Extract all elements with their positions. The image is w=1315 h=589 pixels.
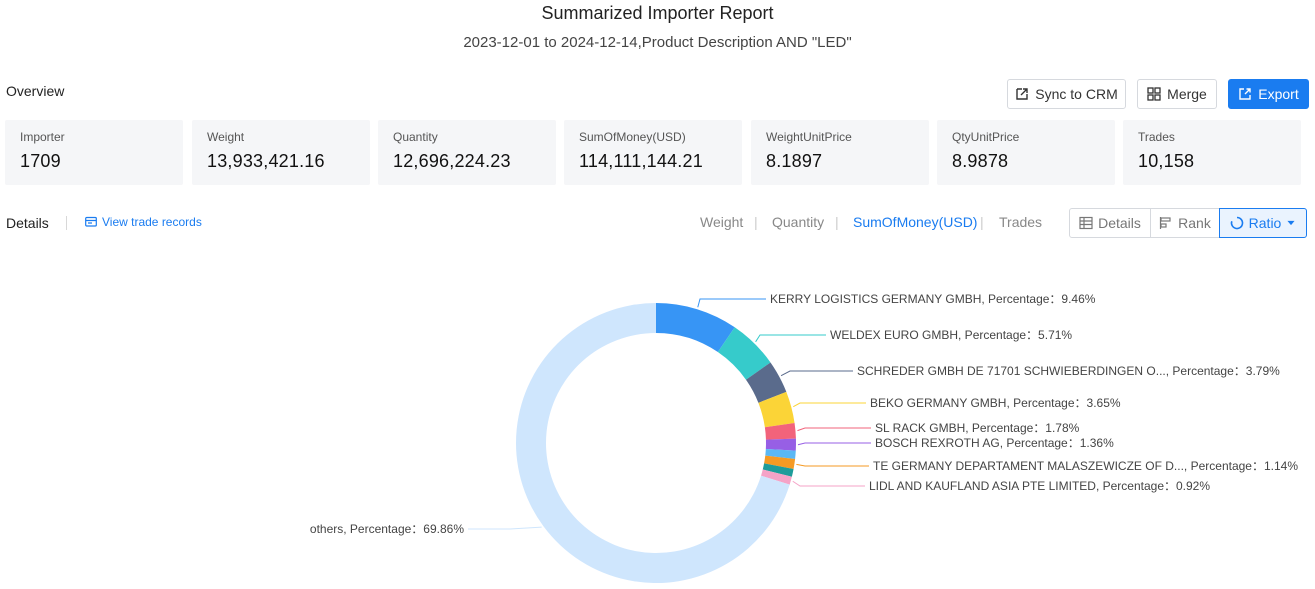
- ratio-view-label: Ratio: [1248, 215, 1282, 231]
- slice-label: KERRY LOGISTICS GERMANY GMBH, Percentage…: [770, 292, 1096, 306]
- tab-separator: |: [754, 214, 758, 230]
- overview-heading: Overview: [6, 83, 65, 99]
- donut-icon: [1230, 216, 1243, 230]
- tab-sum-of-money[interactable]: SumOfMoney(USD): [853, 214, 978, 230]
- card-label: QtyUnitPrice: [952, 130, 1020, 144]
- slice-label: BEKO GERMANY GMBH, Percentage：3.65%: [870, 396, 1121, 410]
- rank-icon: [1160, 217, 1171, 229]
- tab-separator: |: [835, 214, 839, 230]
- export-label: Export: [1258, 86, 1299, 102]
- donut-slice[interactable]: [656, 303, 735, 353]
- tab-quantity[interactable]: Quantity: [772, 214, 825, 230]
- rank-view-button[interactable]: Rank: [1150, 208, 1220, 238]
- donut-slice[interactable]: [764, 423, 796, 440]
- card-value: 8.9878: [952, 151, 1009, 171]
- slice-label: others, Percentage：69.86%: [310, 522, 464, 536]
- report-subtitle: 2023-12-01 to 2024-12-14,Product Descrip…: [463, 34, 852, 51]
- card-trades: Trades 10,158: [1123, 120, 1301, 185]
- card-weight-unit-price: WeightUnitPrice 8.1897: [751, 120, 929, 185]
- donut-slice[interactable]: [717, 327, 771, 380]
- card-value: 114,111,144.21: [579, 151, 703, 171]
- card-value: 13,933,421.16: [207, 151, 325, 171]
- card-label: Weight: [207, 130, 245, 144]
- merge-label: Merge: [1167, 86, 1207, 102]
- card-sum-of-money: SumOfMoney(USD) 114,111,144.21: [564, 120, 742, 185]
- table-icon: [1079, 216, 1093, 230]
- ratio-view-button[interactable]: Ratio: [1219, 208, 1307, 238]
- slice-label: BOSCH REXROTH AG, Percentage：1.36%: [875, 436, 1114, 450]
- label-leader-line: [697, 298, 766, 308]
- details-view-button[interactable]: Details: [1069, 208, 1151, 238]
- card-quantity: Quantity 12,696,224.23: [378, 120, 556, 185]
- tab-separator: |: [980, 214, 984, 230]
- donut-slice[interactable]: [745, 362, 787, 403]
- details-heading: Details: [6, 215, 49, 231]
- tab-trades[interactable]: Trades: [999, 214, 1043, 230]
- card-value: 1709: [20, 151, 61, 171]
- card-label: WeightUnitPrice: [766, 130, 852, 144]
- sync-icon: [1016, 88, 1028, 100]
- caret-down-icon: [1287, 220, 1295, 226]
- label-leader-line: [780, 370, 853, 377]
- donut-slice[interactable]: [765, 449, 796, 460]
- label-leader-line: [793, 402, 866, 408]
- report-title: Summarized Importer Report: [541, 3, 774, 23]
- slice-label: WELDEX EURO GMBH, Percentage：5.71%: [830, 328, 1072, 342]
- view-trade-records-link[interactable]: View trade records: [85, 215, 202, 229]
- label-leader-line: [468, 526, 542, 530]
- card-value: 8.1897: [766, 151, 823, 171]
- card-value: 10,158: [1138, 151, 1195, 171]
- label-leader-line: [797, 442, 871, 446]
- label-leader-line: [797, 427, 871, 432]
- card-value: 12,696,224.23: [393, 151, 511, 171]
- card-qty-unit-price: QtyUnitPrice 8.9878: [937, 120, 1115, 185]
- rank-view-label: Rank: [1178, 215, 1211, 231]
- merge-button[interactable]: Merge: [1137, 79, 1217, 109]
- records-icon: [85, 216, 97, 227]
- slice-label: SL RACK GMBH, Percentage：1.78%: [875, 421, 1080, 435]
- divider: [66, 216, 67, 230]
- donut-slice[interactable]: [758, 391, 795, 428]
- card-label: SumOfMoney(USD): [579, 130, 686, 144]
- details-view-label: Details: [1098, 215, 1141, 231]
- export-button[interactable]: Export: [1228, 79, 1309, 109]
- donut-slice[interactable]: [516, 303, 790, 583]
- export-icon: [1239, 88, 1251, 100]
- donut-slice[interactable]: [762, 463, 794, 477]
- card-label: Quantity: [393, 130, 438, 144]
- card-label: Importer: [20, 130, 65, 144]
- label-leader-line: [755, 334, 826, 343]
- label-leader-line: [792, 480, 865, 487]
- label-leader-line: [796, 463, 869, 467]
- donut-slice[interactable]: [761, 469, 792, 485]
- slice-label: SCHREDER GMBH DE 71701 SCHWIEBERDINGEN O…: [857, 364, 1280, 378]
- merge-icon: [1147, 87, 1161, 101]
- card-weight: Weight 13,933,421.16: [192, 120, 370, 185]
- tab-weight[interactable]: Weight: [700, 214, 744, 230]
- view-trade-records-label: View trade records: [102, 215, 202, 229]
- slice-label: TE GERMANY DEPARTAMENT MALASZEWICZE OF D…: [873, 459, 1298, 473]
- sync-label: Sync to CRM: [1035, 86, 1118, 102]
- slice-label: LIDL AND KAUFLAND ASIA PTE LIMITED, Perc…: [869, 479, 1210, 493]
- donut-slice[interactable]: [765, 438, 796, 451]
- card-importer: Importer 1709: [5, 120, 183, 185]
- sync-to-crm-button[interactable]: Sync to CRM: [1007, 79, 1126, 109]
- card-label: Trades: [1138, 130, 1175, 144]
- donut-slice[interactable]: [764, 455, 796, 470]
